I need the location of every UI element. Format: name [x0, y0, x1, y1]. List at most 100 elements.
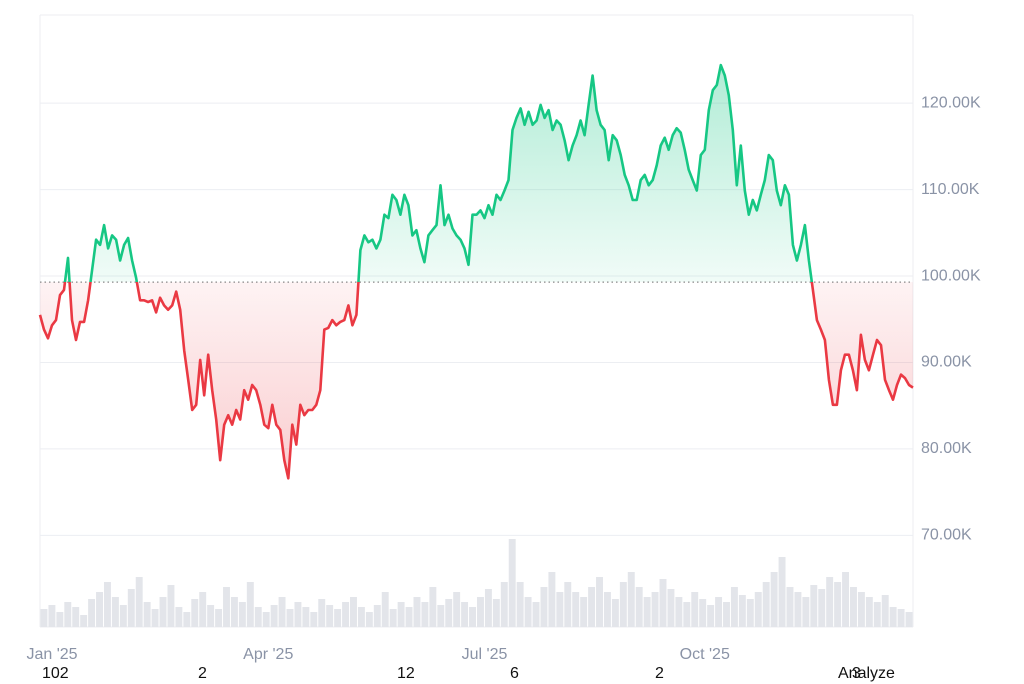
volume-bar [310, 612, 318, 627]
volume-bar [270, 605, 278, 627]
volume-bar [826, 577, 834, 627]
analyze-button[interactable]: Analyze [838, 665, 895, 682]
volume-bar [318, 599, 326, 627]
volume-bar [342, 602, 350, 627]
volume-bar [143, 602, 151, 627]
y-tick-label: 100.00K [921, 267, 981, 284]
volume-bar [350, 597, 357, 627]
volume-bar [389, 609, 397, 627]
volume-bar [723, 602, 730, 627]
volume-bar [842, 572, 850, 627]
y-tick-label: 110.00K [921, 181, 980, 198]
bottom-item: 3 [852, 665, 861, 682]
x-tick-label: Oct '25 [680, 646, 730, 663]
volume-bar [707, 605, 715, 627]
volume-bar [469, 607, 476, 627]
volume-bar [175, 607, 183, 627]
volume-bar [238, 602, 246, 627]
volume-bar [437, 605, 445, 627]
volume-bar [730, 587, 738, 627]
volume-bar [762, 582, 770, 627]
volume-bar [373, 605, 381, 627]
volume-bar [691, 592, 699, 627]
x-tick-label: Jul '25 [462, 646, 508, 663]
volume-bar [603, 592, 611, 627]
volume-bar [40, 609, 48, 627]
volume-bar [770, 572, 778, 627]
volume-bar [48, 605, 56, 627]
volume-bar [540, 587, 548, 627]
volume-bar [135, 577, 143, 627]
volume-bar [159, 597, 167, 627]
bottom-item: 2 [655, 665, 664, 682]
area-fill [40, 65, 913, 479]
volume-bar [246, 582, 254, 627]
volume-bar [397, 602, 405, 627]
volume-bar [532, 602, 540, 627]
volume-bar [334, 609, 342, 627]
volume-bar [413, 597, 421, 627]
volume-bar [659, 579, 667, 627]
x-tick-label: Jan '25 [26, 646, 77, 663]
volume-bar [667, 589, 675, 627]
volume-bar [365, 612, 373, 627]
volume-bar [96, 592, 103, 627]
volume-bar [127, 589, 135, 627]
volume-bar [699, 599, 707, 627]
x-tick-label: Apr '25 [243, 646, 293, 663]
volume-bar [635, 587, 643, 627]
volume-bar [611, 599, 619, 627]
volume-bar [88, 599, 96, 627]
volume-bar [151, 609, 159, 627]
volume-bar [191, 599, 199, 627]
bottom-item: 2 [198, 665, 207, 682]
volume-bar [564, 582, 572, 627]
volume-bar [905, 612, 913, 627]
volume-bar [302, 607, 310, 627]
volume-bar [119, 605, 127, 627]
volume-bar [492, 599, 500, 627]
volume-bar [580, 597, 588, 627]
volume-bar [889, 607, 897, 627]
volume-bar [72, 607, 80, 627]
bottom-item: 6 [510, 665, 519, 682]
volume-bar [381, 592, 389, 627]
volume-bar [453, 592, 461, 627]
volume-bar [500, 582, 508, 627]
bottom-item: 12 [397, 665, 415, 682]
volume-bar [715, 597, 723, 627]
volume-bar [556, 592, 564, 627]
volume-bar [572, 592, 580, 627]
y-tick-label: 90.00K [921, 354, 972, 371]
volume-bar [786, 587, 794, 627]
volume-bar [477, 597, 484, 627]
volume-bar [357, 607, 365, 627]
volume-bar [683, 602, 691, 627]
volume-bar [588, 587, 596, 627]
volume-bar [548, 572, 556, 627]
volume-bar [810, 585, 818, 627]
volume-bar [643, 597, 651, 627]
volume-bar [865, 597, 873, 627]
bottom-item: 102 [42, 665, 69, 682]
volume-bar [873, 602, 881, 627]
volume-bar [445, 599, 453, 627]
volume-bar [103, 582, 111, 627]
volume-bar [199, 592, 207, 627]
volume-bar [254, 607, 262, 627]
volume-bar [627, 572, 635, 627]
volume-bar [754, 592, 762, 627]
volume-bar [516, 582, 524, 627]
volume-bar [897, 609, 905, 627]
volume-bar [651, 592, 659, 627]
volume-bar [64, 602, 72, 627]
volume-bar [167, 585, 175, 627]
volume-bar [596, 577, 603, 627]
volume-bar [802, 597, 810, 627]
y-tick-label: 70.00K [921, 527, 972, 544]
volume-bar [461, 602, 469, 627]
volume-bar [778, 557, 786, 627]
volume-bar [207, 605, 215, 627]
